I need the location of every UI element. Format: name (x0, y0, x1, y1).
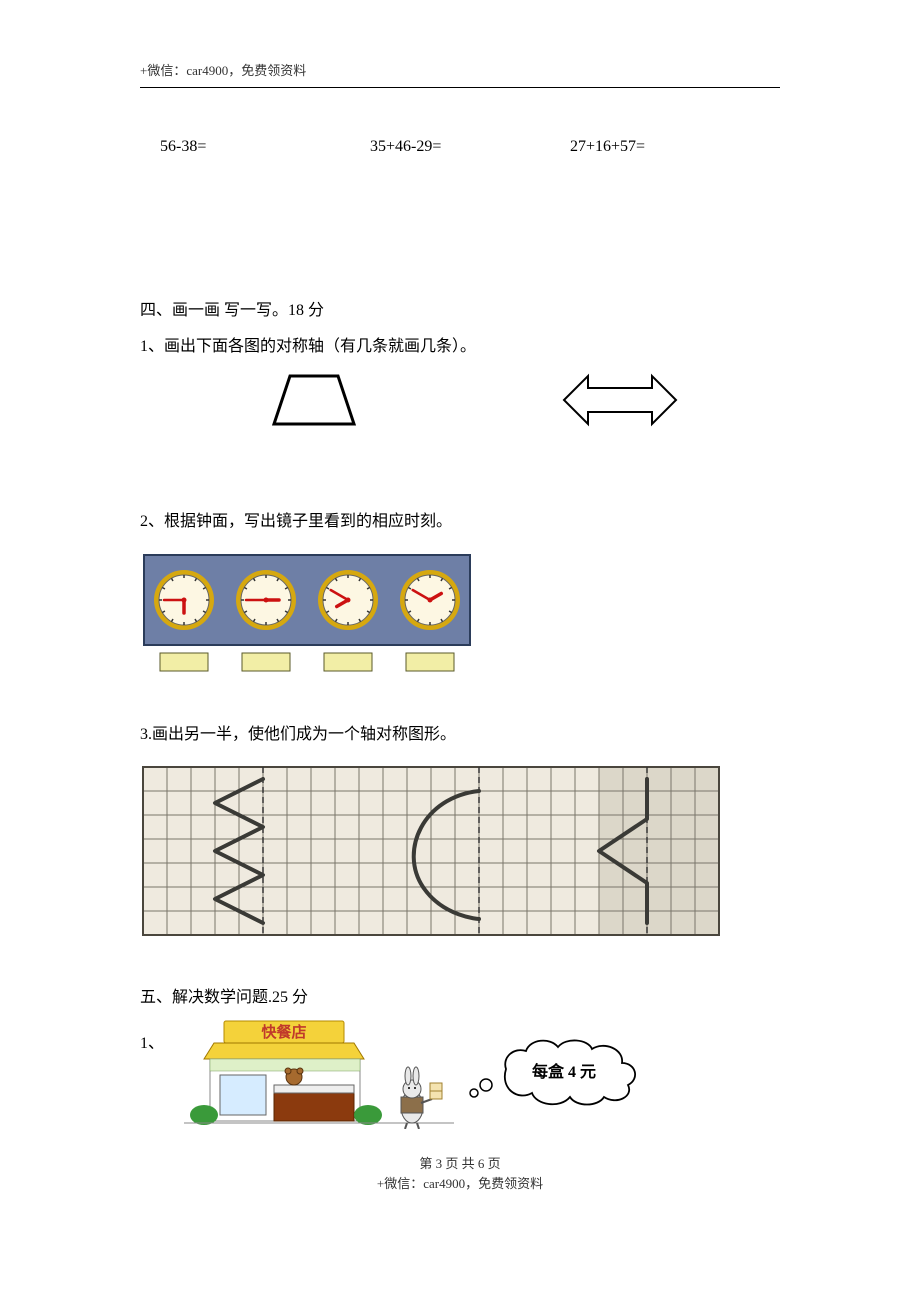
clocks-panel (140, 551, 780, 680)
footer-wechat: +微信：car4900，免费领资料 (140, 1174, 780, 1194)
page-footer: 第 3 页 共 6 页 +微信：car4900，免费领资料 (140, 1154, 780, 1193)
symmetry-grid (140, 764, 780, 943)
document-page: +微信：car4900，免费领资料 56-38= 35+46-29= 27+16… (0, 0, 920, 1223)
q4-1-text: 1、画出下面各图的对称轴（有几条就画几条）。 (140, 332, 780, 356)
trapezoid-shape (270, 368, 360, 437)
q5-1-row: 1、 快餐店 每盒 4 元 (140, 1019, 780, 1134)
svg-text:每盒 4 元: 每盒 4 元 (532, 1062, 596, 1081)
header-wechat: +微信：car4900，免费领资料 (140, 60, 780, 79)
q4-2-text: 2、根据钟面，写出镜子里看到的相应时刻。 (140, 507, 780, 531)
store-illustration: 快餐店 (174, 1019, 464, 1134)
section5-title: 五、解决数学问题.25 分 (140, 983, 780, 1007)
equation-3: 27+16+57= (570, 138, 645, 156)
thought-bubble: 每盒 4 元 (464, 1031, 664, 1116)
q4-3-text: 3.画出另一半，使他们成为一个轴对称图形。 (140, 720, 780, 744)
equation-row: 56-38= 35+46-29= 27+16+57= (160, 138, 780, 156)
q4-1-shapes (140, 368, 780, 437)
header-rule (140, 87, 780, 88)
double-arrow-shape (560, 368, 682, 437)
svg-text:快餐店: 快餐店 (262, 1023, 307, 1041)
equation-2: 35+46-29= (370, 138, 570, 156)
section4-title: 四、画一画 写一写。18 分 (140, 296, 780, 320)
footer-page: 第 3 页 共 6 页 (140, 1154, 780, 1174)
equation-1: 56-38= (160, 138, 370, 156)
q5-1-label: 1、 (140, 1019, 164, 1053)
